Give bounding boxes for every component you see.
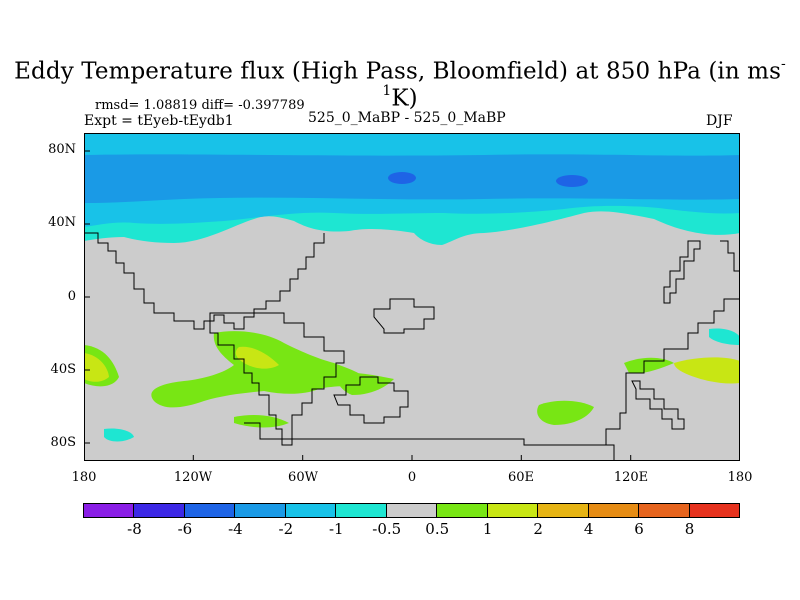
y-tick-label: 80S xyxy=(50,435,76,450)
colorbar-label: 1 xyxy=(482,520,493,538)
south-positive-atlantic xyxy=(234,415,289,428)
colorbar xyxy=(83,503,741,518)
pacific-islands-outline xyxy=(631,380,685,430)
south-positive-west-core xyxy=(84,353,109,382)
x-tick-label: 0 xyxy=(407,470,417,485)
colorbar-label: 0.5 xyxy=(425,520,450,538)
colorbar-swatch xyxy=(638,503,690,518)
center-label: 525_0_MaBP - 525_0_MaBP xyxy=(308,110,506,126)
colorbar-swatch xyxy=(83,503,135,518)
colorbar-swatch xyxy=(486,503,539,518)
map-plot xyxy=(84,133,740,461)
blue-core-east xyxy=(556,175,588,187)
colorbar-label: -6 xyxy=(177,520,193,538)
colorbar-label: 2 xyxy=(533,520,543,538)
south-positive-mid xyxy=(151,331,369,408)
south-positive-pacific-core xyxy=(674,357,740,384)
south-america-outline xyxy=(209,312,345,446)
colorbar-label: -4 xyxy=(228,520,243,538)
colorbar-label: 8 xyxy=(684,520,695,538)
colorbar-swatch xyxy=(133,503,185,518)
south-neg-west xyxy=(104,428,134,442)
colorbar-label: -1 xyxy=(328,520,344,538)
south-positive-mid2 xyxy=(334,372,394,395)
colorbar-label: -2 xyxy=(278,520,294,538)
map-svg xyxy=(84,133,740,461)
colorbar-swatch xyxy=(385,503,438,518)
x-tick-label: 60E xyxy=(507,470,535,485)
continent-outlines xyxy=(84,232,740,461)
axis-ticks xyxy=(84,150,740,461)
colorbar-swatch xyxy=(234,503,286,518)
south-positive-indian xyxy=(537,400,594,425)
east-coast-outline xyxy=(720,240,740,272)
colorbar-swatch xyxy=(183,503,236,518)
blue-core-west xyxy=(388,172,416,184)
colorbar-label: -8 xyxy=(127,520,142,538)
colorbar-swatch xyxy=(688,503,741,518)
colorbar-swatch xyxy=(436,503,488,518)
y-tick-label: 0 xyxy=(67,289,76,304)
south-positive-pacific xyxy=(624,357,674,374)
colorbar-swatch xyxy=(587,503,640,518)
north-america-outline xyxy=(84,232,325,330)
x-tick-label: 60W xyxy=(288,470,318,485)
colorbar-swatch xyxy=(537,503,589,518)
rmsd-diff-stats: rmsd= 1.08819 diff= -0.397789 xyxy=(95,98,305,113)
y-tick-label: 80N xyxy=(48,142,76,157)
north-cyan-fringe xyxy=(658,210,740,229)
colorbar-label: 4 xyxy=(583,520,594,538)
antarctica-outline xyxy=(244,422,614,446)
experiment-label: Expt = tEyeb-tEydb1 xyxy=(84,113,234,129)
x-tick-label: 120E xyxy=(613,470,649,485)
asia-east-outline xyxy=(663,240,701,304)
south-positive-mid-core xyxy=(235,346,279,369)
colorbar-label: -0.5 xyxy=(372,520,402,538)
x-tick-label: 120W xyxy=(173,470,213,485)
colorbar-swatch xyxy=(284,503,337,518)
europe-africa-outline xyxy=(373,298,435,334)
y-tick-label: 40N xyxy=(48,215,76,230)
asia-australia-outline xyxy=(605,298,740,461)
x-tick-label: 180 xyxy=(71,470,97,485)
colorbar-swatch xyxy=(335,503,387,518)
x-tick-label: 180 xyxy=(727,470,753,485)
y-tick-label: 40S xyxy=(50,362,76,377)
figure-title: Eddy Temperature flux (High Pass, Bloomf… xyxy=(14,56,786,112)
season-label: DJF xyxy=(706,113,733,129)
colorbar-label: 6 xyxy=(634,520,644,538)
africa-south-outline xyxy=(333,376,409,424)
south-neg-east xyxy=(709,328,740,345)
